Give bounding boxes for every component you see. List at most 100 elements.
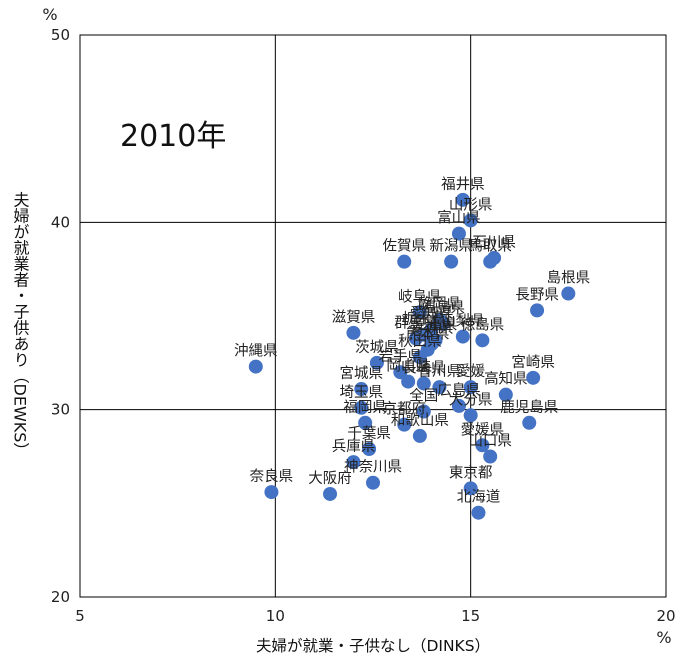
y-tick-label: 40 bbox=[51, 213, 70, 231]
point-label: 北海道 bbox=[457, 489, 501, 506]
data-point bbox=[451, 226, 466, 241]
point-label: 愛媛 bbox=[456, 363, 485, 380]
plot-area-border bbox=[79, 34, 667, 598]
data-point bbox=[346, 455, 361, 470]
point-label: 熊本県 bbox=[406, 326, 450, 343]
x-axis-title: 夫婦が就業・子供なし（DINKS） bbox=[256, 637, 490, 655]
data-point bbox=[354, 400, 369, 415]
point-label: 長崎県 bbox=[402, 359, 446, 376]
data-point bbox=[455, 329, 470, 344]
data-point bbox=[475, 438, 490, 453]
data-point bbox=[463, 481, 478, 496]
point-label: 宮城県 bbox=[340, 365, 384, 382]
data-point bbox=[498, 387, 513, 402]
point-label: 奈良県 bbox=[250, 468, 294, 485]
point-label: 石川県 bbox=[472, 235, 516, 251]
point-label: 岐阜県 bbox=[398, 288, 442, 305]
data-point bbox=[475, 333, 490, 348]
point-label: 静岡県 bbox=[418, 296, 462, 313]
point-label: 長野県 bbox=[515, 286, 559, 303]
data-point bbox=[451, 398, 466, 413]
point-label: 岩手県 bbox=[379, 348, 423, 365]
data-point bbox=[248, 359, 263, 374]
data-point bbox=[412, 305, 427, 320]
point-label: 香川県 bbox=[418, 363, 462, 380]
x-tick-label: 20 bbox=[656, 607, 675, 625]
data-point bbox=[471, 505, 486, 520]
data-point bbox=[323, 486, 338, 501]
point-label: 全国 bbox=[409, 387, 438, 405]
data-point bbox=[561, 286, 576, 301]
data-point bbox=[362, 442, 377, 457]
data-point bbox=[397, 254, 412, 269]
chart-title: 2010年 bbox=[120, 119, 226, 154]
data-point bbox=[436, 316, 451, 331]
y-axis-title: 夫婦が就業者・子供あり（DEWKS） bbox=[11, 192, 30, 459]
point-label: 茨城県 bbox=[355, 339, 399, 356]
data-point bbox=[416, 404, 431, 419]
data-point bbox=[455, 192, 470, 207]
point-label: 宮崎県 bbox=[511, 354, 555, 371]
point-label: 東京都 bbox=[449, 464, 493, 481]
data-point bbox=[424, 337, 439, 352]
data-point bbox=[522, 415, 537, 430]
point-label: 大分県 bbox=[449, 391, 493, 408]
point-label: 山梨県 bbox=[441, 313, 485, 330]
y-axis-unit: % bbox=[42, 5, 57, 24]
data-point bbox=[487, 250, 502, 265]
point-label: 栃木県 bbox=[402, 311, 446, 328]
point-label: 京都府 bbox=[383, 401, 427, 418]
data-point bbox=[264, 485, 279, 500]
data-point bbox=[483, 449, 498, 464]
point-label: 山口県 bbox=[468, 433, 512, 450]
data-point bbox=[432, 380, 447, 395]
point-label: 秋田県 bbox=[398, 333, 442, 350]
point-label: 佐賀県 bbox=[383, 238, 427, 255]
point-label: 大阪府 bbox=[308, 470, 352, 487]
axis-ticks: 5 10 15 20 20 30 40 50 bbox=[51, 26, 676, 625]
grid bbox=[80, 35, 666, 597]
x-tick-label: 15 bbox=[461, 607, 480, 625]
point-label: 埼玉県 bbox=[340, 384, 384, 401]
point-label: 青森県 bbox=[410, 320, 454, 337]
data-point bbox=[369, 355, 384, 370]
point-label: 千葉県 bbox=[347, 425, 391, 442]
point-label: 福井県 bbox=[441, 176, 485, 193]
point-label: 高知県 bbox=[484, 371, 528, 388]
data-point bbox=[346, 325, 361, 340]
data-point bbox=[444, 254, 459, 269]
point-label: 新潟県 bbox=[429, 238, 473, 255]
point-label: 広島県 bbox=[437, 382, 481, 399]
data-point bbox=[366, 475, 380, 490]
point-label: 沖縄県 bbox=[234, 343, 278, 360]
data-point bbox=[416, 376, 431, 391]
point-label: 鳥取県 bbox=[468, 238, 512, 255]
point-label: 滋賀県 bbox=[332, 309, 376, 326]
point-label: 富山県 bbox=[437, 209, 481, 227]
point-label: 鹿児島県 bbox=[500, 399, 558, 416]
point-label: 愛知県 bbox=[410, 305, 454, 322]
point-label: 徳島県 bbox=[461, 316, 505, 333]
data-point bbox=[412, 350, 427, 365]
point-label: 群馬県 bbox=[394, 314, 438, 331]
data-point bbox=[358, 415, 373, 430]
data-point bbox=[397, 417, 412, 432]
point-label: 愛媛県 bbox=[461, 421, 505, 438]
y-tick-label: 20 bbox=[51, 588, 70, 606]
x-tick-label: 10 bbox=[266, 607, 285, 625]
x-tick-label: 5 bbox=[75, 607, 85, 625]
point-label: 和歌山県 bbox=[391, 412, 449, 429]
data-point bbox=[393, 365, 408, 380]
data-point bbox=[526, 370, 541, 385]
point-label: 山形県 bbox=[449, 196, 493, 213]
y-tick-label: 30 bbox=[51, 401, 70, 419]
point-label: 島根県 bbox=[547, 270, 591, 287]
data-points bbox=[248, 192, 576, 520]
data-point bbox=[354, 382, 369, 397]
x-axis-unit: % bbox=[656, 628, 671, 647]
point-label: 岡山県 bbox=[386, 358, 430, 375]
point-label: 兵庫県 bbox=[332, 438, 376, 455]
point-label: 福岡県 bbox=[343, 399, 387, 416]
